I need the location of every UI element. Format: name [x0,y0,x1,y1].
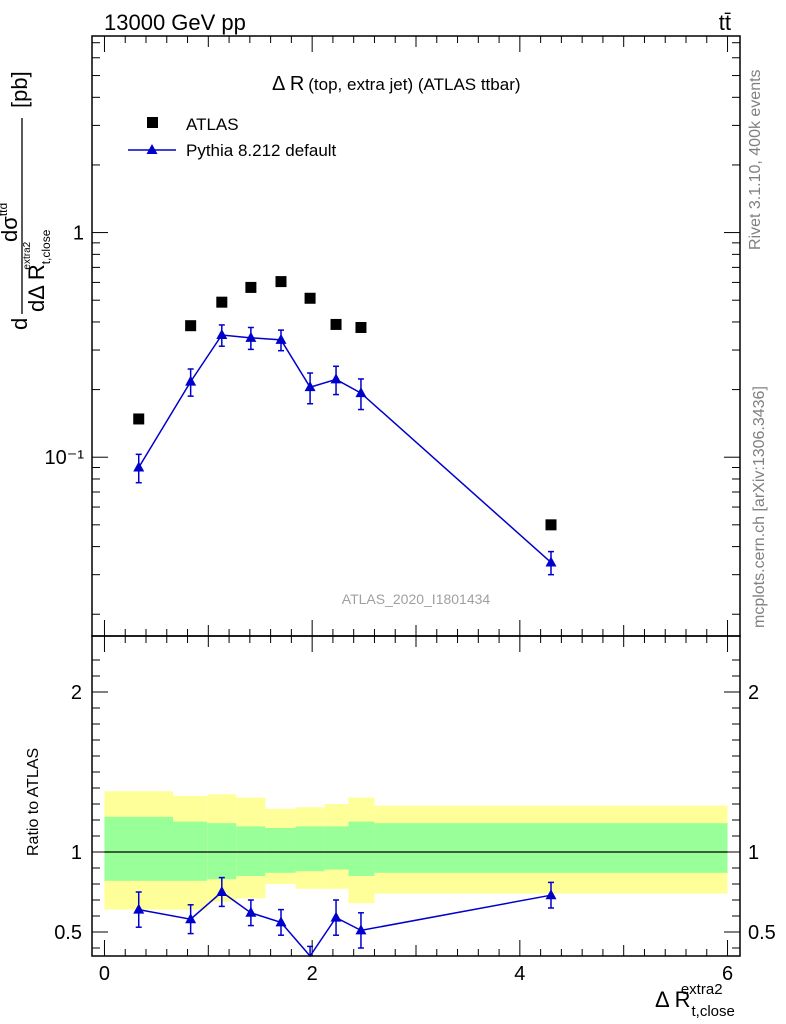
ratio-y-tick-label-right: 1 [748,842,759,864]
pythia-point [216,328,228,339]
x-tick-label: 2 [307,963,318,985]
legend: ATLAS Pythia 8.212 default [128,115,337,160]
ratio-band-green [348,821,375,876]
atlas-point [545,519,557,531]
atlas-point [185,320,197,332]
ratio-point [355,924,367,935]
main-title-symbol: Δ R [272,73,304,95]
pythia-point [133,461,145,472]
main-title: Δ R (top, extra jet) (ATLAS ttbar) [272,73,521,95]
ratio-point [185,913,197,924]
ratio-band-green [173,821,208,881]
atlas-point [245,281,257,293]
mcplots-label: mcplots.cern.ch [arXiv:1306.3436] [751,386,768,628]
y-label-den-sup: extra2 [22,241,33,269]
legend-pythia-marker [146,144,158,154]
x-tick-label: 6 [722,963,733,985]
ratio-band-green [324,826,349,870]
ratio-point [275,916,287,927]
x-tick-label: 4 [514,963,525,985]
y-label-denominator: dΔ Rt,close extra2 [22,229,53,312]
legend-atlas-label: ATLAS [186,115,239,134]
y-label-unit: [pb] [7,71,32,108]
ratio-panel-marks [133,876,557,958]
main-panel-marks [133,276,557,576]
x-label-sup: extra2 [681,981,723,998]
x-label-main: Δ R [655,987,690,1012]
ratio-y-tick-label: 1 [71,842,82,864]
ratio-point [245,906,257,917]
ratio-point [133,903,145,914]
ratio-point [330,911,342,922]
energy-label: 13000 GeV pp [104,10,246,35]
x-axis-label: Δ Rt,close extra2 [655,981,735,1020]
atlas-point [355,321,367,333]
atlas-point [304,292,316,304]
main-y-axis-label: d dσttd dΔ Rt,close extra2 [pb] [0,71,53,330]
pythia-point [304,381,316,392]
ratio-band-green [265,828,296,873]
ratio-panel-axes: 0.5 0.5 1 1 2 2 0 2 4 6 [54,636,776,985]
y-label-den-main: dΔ R [24,264,49,312]
y-label-den-sub: t,close [39,229,53,264]
ratio-y-tick-label: 2 [71,682,82,704]
pythia-point [185,375,197,386]
ratio-band-green [207,823,237,880]
pythia-point [245,331,257,342]
main-title-detail: (top, extra jet) (ATLAS ttbar) [308,75,520,94]
y-label-d: d [7,318,32,330]
process-label: tt̄ [719,10,731,35]
atlas-point [330,318,342,330]
ratio-band-green [236,826,266,876]
ratio-band-green [104,816,173,881]
pythia-point [545,556,557,567]
x-tick-label: 0 [99,963,110,985]
x-label-sub: t,close [691,1003,734,1020]
y-tick-label: 1 [73,223,84,245]
main-panel-axes: 10⁻¹ 1 [45,36,740,636]
atlas-point [216,296,228,308]
ratio-y-tick-label: 0.5 [54,922,82,944]
y-label-numerator: dσttd [0,203,22,242]
ratio-band-green [295,826,325,872]
ratio-panel-bands [104,791,728,910]
atlas-point [275,276,287,288]
ratio-panel-frame [91,635,741,957]
ratio-y-tick-label-right: 2 [748,682,759,704]
pythia-line [138,334,552,564]
ratio-y-axis-label: Ratio to ATLAS [25,748,42,856]
pythia-point [355,387,367,398]
atlas-point [133,413,145,425]
legend-pythia-label: Pythia 8.212 default [186,141,337,160]
ratio-y-tick-label-right: 0.5 [748,922,776,944]
y-tick-label: 10⁻¹ [45,447,85,469]
y-label-num-sigma: dσ [0,216,22,242]
analysis-watermark: ATLAS_2020_I1801434 [342,591,491,607]
pythia-point [330,373,342,384]
rivet-label: Rivet 3.1.10, 400k events [747,69,764,250]
y-label-num-sup: ttd [0,203,10,216]
pythia-point [275,333,287,344]
ratio-point [216,886,228,896]
legend-atlas-marker [147,117,158,128]
ratio-band-green [374,823,728,873]
ratio-point [545,889,557,900]
